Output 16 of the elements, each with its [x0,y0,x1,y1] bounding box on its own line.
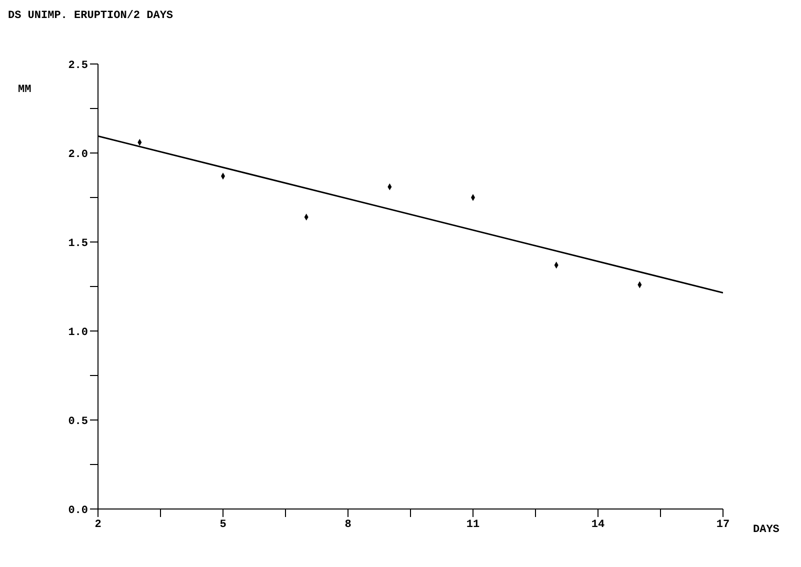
point [470,194,476,201]
y-tick-label: 2.0 [68,148,88,161]
x-tick-label: 17 [716,518,730,531]
x-tick-label: 14 [591,518,605,531]
chart-title: DS UNIMP. ERUPTION/2 DAYS [8,10,174,22]
x-tick-label: 11 [466,518,480,531]
x-tick-label: 8 [344,518,352,531]
x-tick-label: 5 [220,518,227,531]
y-tick-label: 0.5 [68,416,88,428]
y-axis-title: MM [18,84,32,96]
y-tick-label: 0.0 [68,504,88,517]
y-tick-label: 1.0 [68,326,88,339]
y-tick-label: 2.5 [68,60,88,72]
x-tick-label: 2 [94,518,102,531]
y-tick-label: 1.5 [68,238,88,250]
x-axis-title: DAYS [753,524,780,536]
